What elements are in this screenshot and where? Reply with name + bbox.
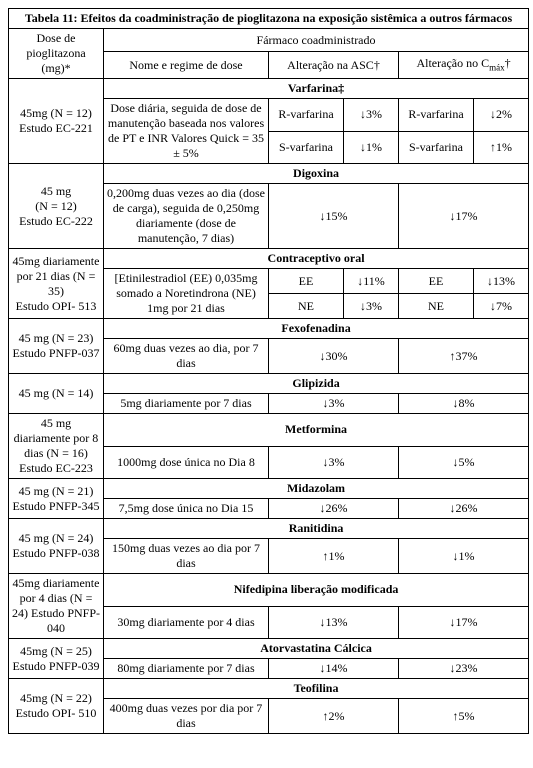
drug-digoxina: Digoxina [104, 164, 529, 184]
dose-digoxina: 45 mg (N = 12) Estudo EC-222 [9, 164, 104, 249]
regime-glip: 5mg diariamente por 7 dias [104, 394, 269, 414]
dose-glip: 45 mg (N = 14) [9, 374, 104, 414]
nife-cmax: ↓17% [399, 606, 529, 639]
mida-asc: ↓26% [269, 499, 399, 519]
drug-ator: Atorvastatina Cálcica [104, 639, 529, 659]
regime-nife: 30mg diariamente por 4 dias [104, 606, 269, 639]
teo-asc: ↑2% [269, 699, 399, 734]
regime-digoxina: 0,200mg duas vezes ao dia (dose de carga… [104, 184, 269, 249]
regime-ator: 80mg diariamente por 7 dias [104, 659, 269, 679]
fexo-cmax: ↑37% [399, 339, 529, 374]
dose-fexo: 45 mg (N = 23) Estudo PNFP-037 [9, 319, 104, 374]
r-varf-cmax-label: R-varfarina [399, 99, 474, 132]
header-dose: Dose de pioglitazona (mg)* [9, 29, 104, 79]
r-varf-asc-label: R-varfarina [269, 99, 344, 132]
dose-nife: 45mg diariamente por 4 dias (N = 24) Est… [9, 574, 104, 639]
ne-asc-label: NE [269, 294, 344, 319]
r-varf-cmax: ↓2% [474, 99, 529, 132]
glip-cmax: ↓8% [399, 394, 529, 414]
s-varf-cmax: ↑1% [474, 131, 529, 164]
ee-asc: ↓11% [344, 269, 399, 294]
header-coadmin: Fármaco coadministrado [104, 29, 529, 52]
dig-cmax: ↓17% [399, 184, 529, 249]
dose-metf: 45 mg diariamente por 8 dias (N = 16) Es… [9, 414, 104, 479]
dose-teo: 45mg (N = 22) Estudo OPI- 510 [9, 679, 104, 734]
regime-contraceptivo: [Etinilestradiol (EE) 0,035mg somado a N… [104, 269, 269, 319]
ee-cmax-label: EE [399, 269, 474, 294]
table-title: Tabela 11: Efeitos da coadministração de… [9, 9, 529, 29]
dose-contraceptivo: 45mg diariamente por 21 dias (N = 35) Es… [9, 249, 104, 319]
r-varf-asc: ↓3% [344, 99, 399, 132]
fexo-asc: ↓30% [269, 339, 399, 374]
header-name: Nome e regime de dose [104, 52, 269, 79]
teo-cmax: ↑5% [399, 699, 529, 734]
regime-varfarina: Dose diária, seguida de dose de manutenç… [104, 99, 269, 164]
drug-nife: Nifedipina liberação modificada [104, 574, 529, 607]
dig-asc: ↓15% [269, 184, 399, 249]
rani-cmax: ↓1% [399, 539, 529, 574]
regime-metf: 1000mg dose única no Dia 8 [104, 446, 269, 479]
drug-effects-table: Tabela 11: Efeitos da coadministração de… [8, 8, 529, 734]
s-varf-asc: ↓1% [344, 131, 399, 164]
s-varf-cmax-label: S-varfarina [399, 131, 474, 164]
dose-varfarina: 45mg (N = 12) Estudo EC-221 [9, 79, 104, 164]
rani-asc: ↑1% [269, 539, 399, 574]
nife-asc: ↓13% [269, 606, 399, 639]
dose-rani: 45 mg (N = 24) Estudo PNFP-038 [9, 519, 104, 574]
regime-fexo: 60mg duas vezes ao dia, por 7 dias [104, 339, 269, 374]
ne-cmax: ↓7% [474, 294, 529, 319]
drug-metf: Metformina [104, 414, 529, 447]
dose-ator: 45mg (N = 25) Estudo PNFP-039 [9, 639, 104, 679]
drug-teo: Teofilina [104, 679, 529, 699]
drug-varfarina: Varfarina‡ [104, 79, 529, 99]
ee-asc-label: EE [269, 269, 344, 294]
dose-mida: 45 mg (N = 21) Estudo PNFP-345 [9, 479, 104, 519]
drug-contraceptivo: Contraceptivo oral [104, 249, 529, 269]
regime-mida: 7,5mg dose única no Dia 15 [104, 499, 269, 519]
regime-rani: 150mg duas vezes ao dia por 7 dias [104, 539, 269, 574]
glip-asc: ↓3% [269, 394, 399, 414]
drug-glip: Glipizida [104, 374, 529, 394]
ne-asc: ↓3% [344, 294, 399, 319]
drug-fexo: Fexofenadina [104, 319, 529, 339]
s-varf-asc-label: S-varfarina [269, 131, 344, 164]
regime-teo: 400mg duas vezes por dia por 7 dias [104, 699, 269, 734]
ator-cmax: ↓23% [399, 659, 529, 679]
header-cmax: Alteração no Cmáx† [399, 52, 529, 79]
drug-rani: Ranitidina [104, 519, 529, 539]
metf-asc: ↓3% [269, 446, 399, 479]
drug-mida: Midazolam [104, 479, 529, 499]
metf-cmax: ↓5% [399, 446, 529, 479]
header-asc: Alteração na ASC† [269, 52, 399, 79]
mida-cmax: ↓26% [399, 499, 529, 519]
ator-asc: ↓14% [269, 659, 399, 679]
ne-cmax-label: NE [399, 294, 474, 319]
ee-cmax: ↓13% [474, 269, 529, 294]
